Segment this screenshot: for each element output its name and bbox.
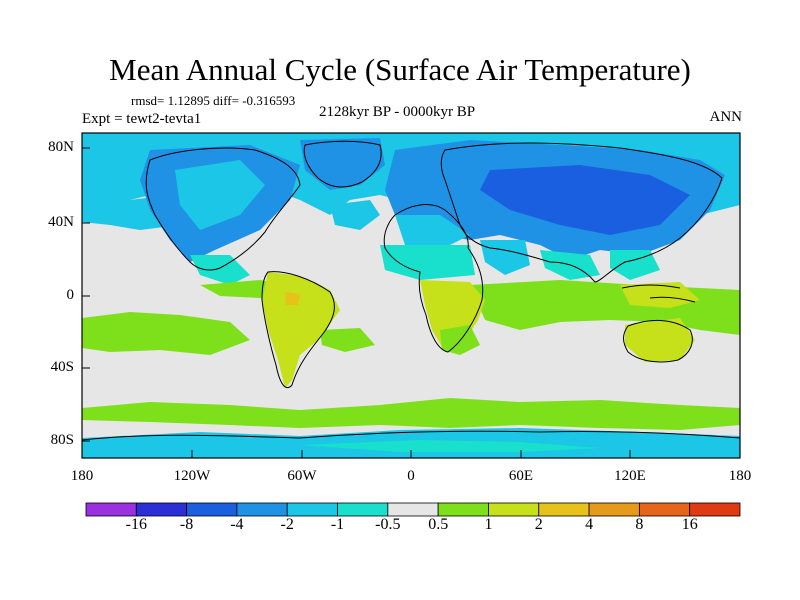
- south-atlantic-warm-patch: [320, 328, 375, 352]
- central-america-patch: [190, 255, 250, 285]
- southern-ocean-warm-band: [82, 398, 740, 430]
- colorbar-swatch: [689, 502, 741, 517]
- lon-label-60w: 60W: [287, 468, 317, 484]
- colorbar-label: 1: [484, 516, 493, 533]
- coast-south-america: [261, 271, 335, 389]
- europe-patch: [395, 215, 470, 250]
- antarctica-interior-patch: [300, 440, 600, 452]
- coast-north-america: [145, 147, 301, 271]
- colorbar-label: -0.5: [375, 516, 401, 533]
- south-america-warm-patch: [262, 272, 340, 388]
- sahara-patch: [380, 245, 475, 280]
- east-asia-coastal-patch: [610, 250, 660, 280]
- stats-label: rmsd= 1.12895 diff= -0.316593: [131, 93, 296, 108]
- season-label: ANN: [709, 109, 743, 125]
- lat-label-80s: 80S: [50, 432, 74, 448]
- colorbar-label: 16: [681, 516, 698, 533]
- lon-label-180e: 180: [728, 468, 752, 484]
- colorbar-swatch: [638, 502, 691, 517]
- greenland-patch: [300, 138, 385, 190]
- colorbar-swatch: [538, 502, 590, 517]
- north-atlantic-cool-patch: [330, 200, 380, 230]
- coast-australia: [623, 319, 693, 363]
- australia-warm-patch: [625, 318, 695, 362]
- coast-greenland: [303, 140, 382, 188]
- lat-label-0: 0: [66, 287, 75, 303]
- south-pacific-warm-band: [82, 312, 250, 355]
- colorbar-label: 2: [534, 516, 543, 533]
- period-label: 2128kyr BP - 0000kyr BP: [319, 104, 476, 120]
- colorbar-label: 4: [585, 516, 594, 533]
- lon-label-0: 0: [407, 468, 415, 484]
- colorbar-swatch: [337, 502, 389, 517]
- lat-label-80n: 80N: [48, 139, 74, 155]
- lon-label-60e: 60E: [508, 468, 534, 484]
- colorbar-label: -2: [280, 516, 294, 533]
- lon-label-120w: 120W: [173, 468, 211, 484]
- south-america-hot-spot: [285, 292, 300, 305]
- colorbar-swatch: [186, 502, 238, 517]
- lon-label-180w: 180: [70, 468, 94, 484]
- colorbar-label: 8: [635, 516, 644, 533]
- colorbar: [85, 502, 741, 517]
- lat-label-40s: 40S: [50, 359, 74, 375]
- colorbar-label: -16: [125, 516, 147, 533]
- colorbar-swatch: [135, 502, 188, 517]
- coast-asia: [440, 142, 723, 283]
- colorbar-swatch: [588, 502, 640, 517]
- north-america-inner-patch: [175, 160, 265, 230]
- siberia-core-patch: [480, 165, 690, 235]
- colorbar-label: 0.5: [428, 516, 449, 533]
- lon-label-120e: 120E: [614, 468, 646, 484]
- coast-antarctica: [82, 430, 740, 441]
- colorbar-swatch: [387, 502, 439, 517]
- colorbar-label: -4: [230, 516, 244, 533]
- coast-indonesia: [621, 284, 696, 303]
- maritime-continent-patch: [620, 282, 700, 308]
- colorbar-label: -8: [179, 516, 194, 533]
- colorbar-swatch: [85, 502, 137, 517]
- colorbar-swatch: [286, 502, 338, 517]
- axis-ticks: [81, 147, 741, 458]
- colorbar-swatch: [437, 502, 489, 517]
- colorbar-label: -1: [330, 516, 345, 533]
- lat-label-40n: 40N: [48, 214, 74, 230]
- experiment-label: Expt = tewt2-tevta1: [82, 111, 202, 127]
- colorbar-swatch: [236, 502, 288, 517]
- coast-europe-africa: [383, 204, 484, 353]
- colorbar-swatch: [488, 502, 540, 517]
- figure-title: Mean Annual Cycle (Surface Air Temperatu…: [109, 52, 691, 87]
